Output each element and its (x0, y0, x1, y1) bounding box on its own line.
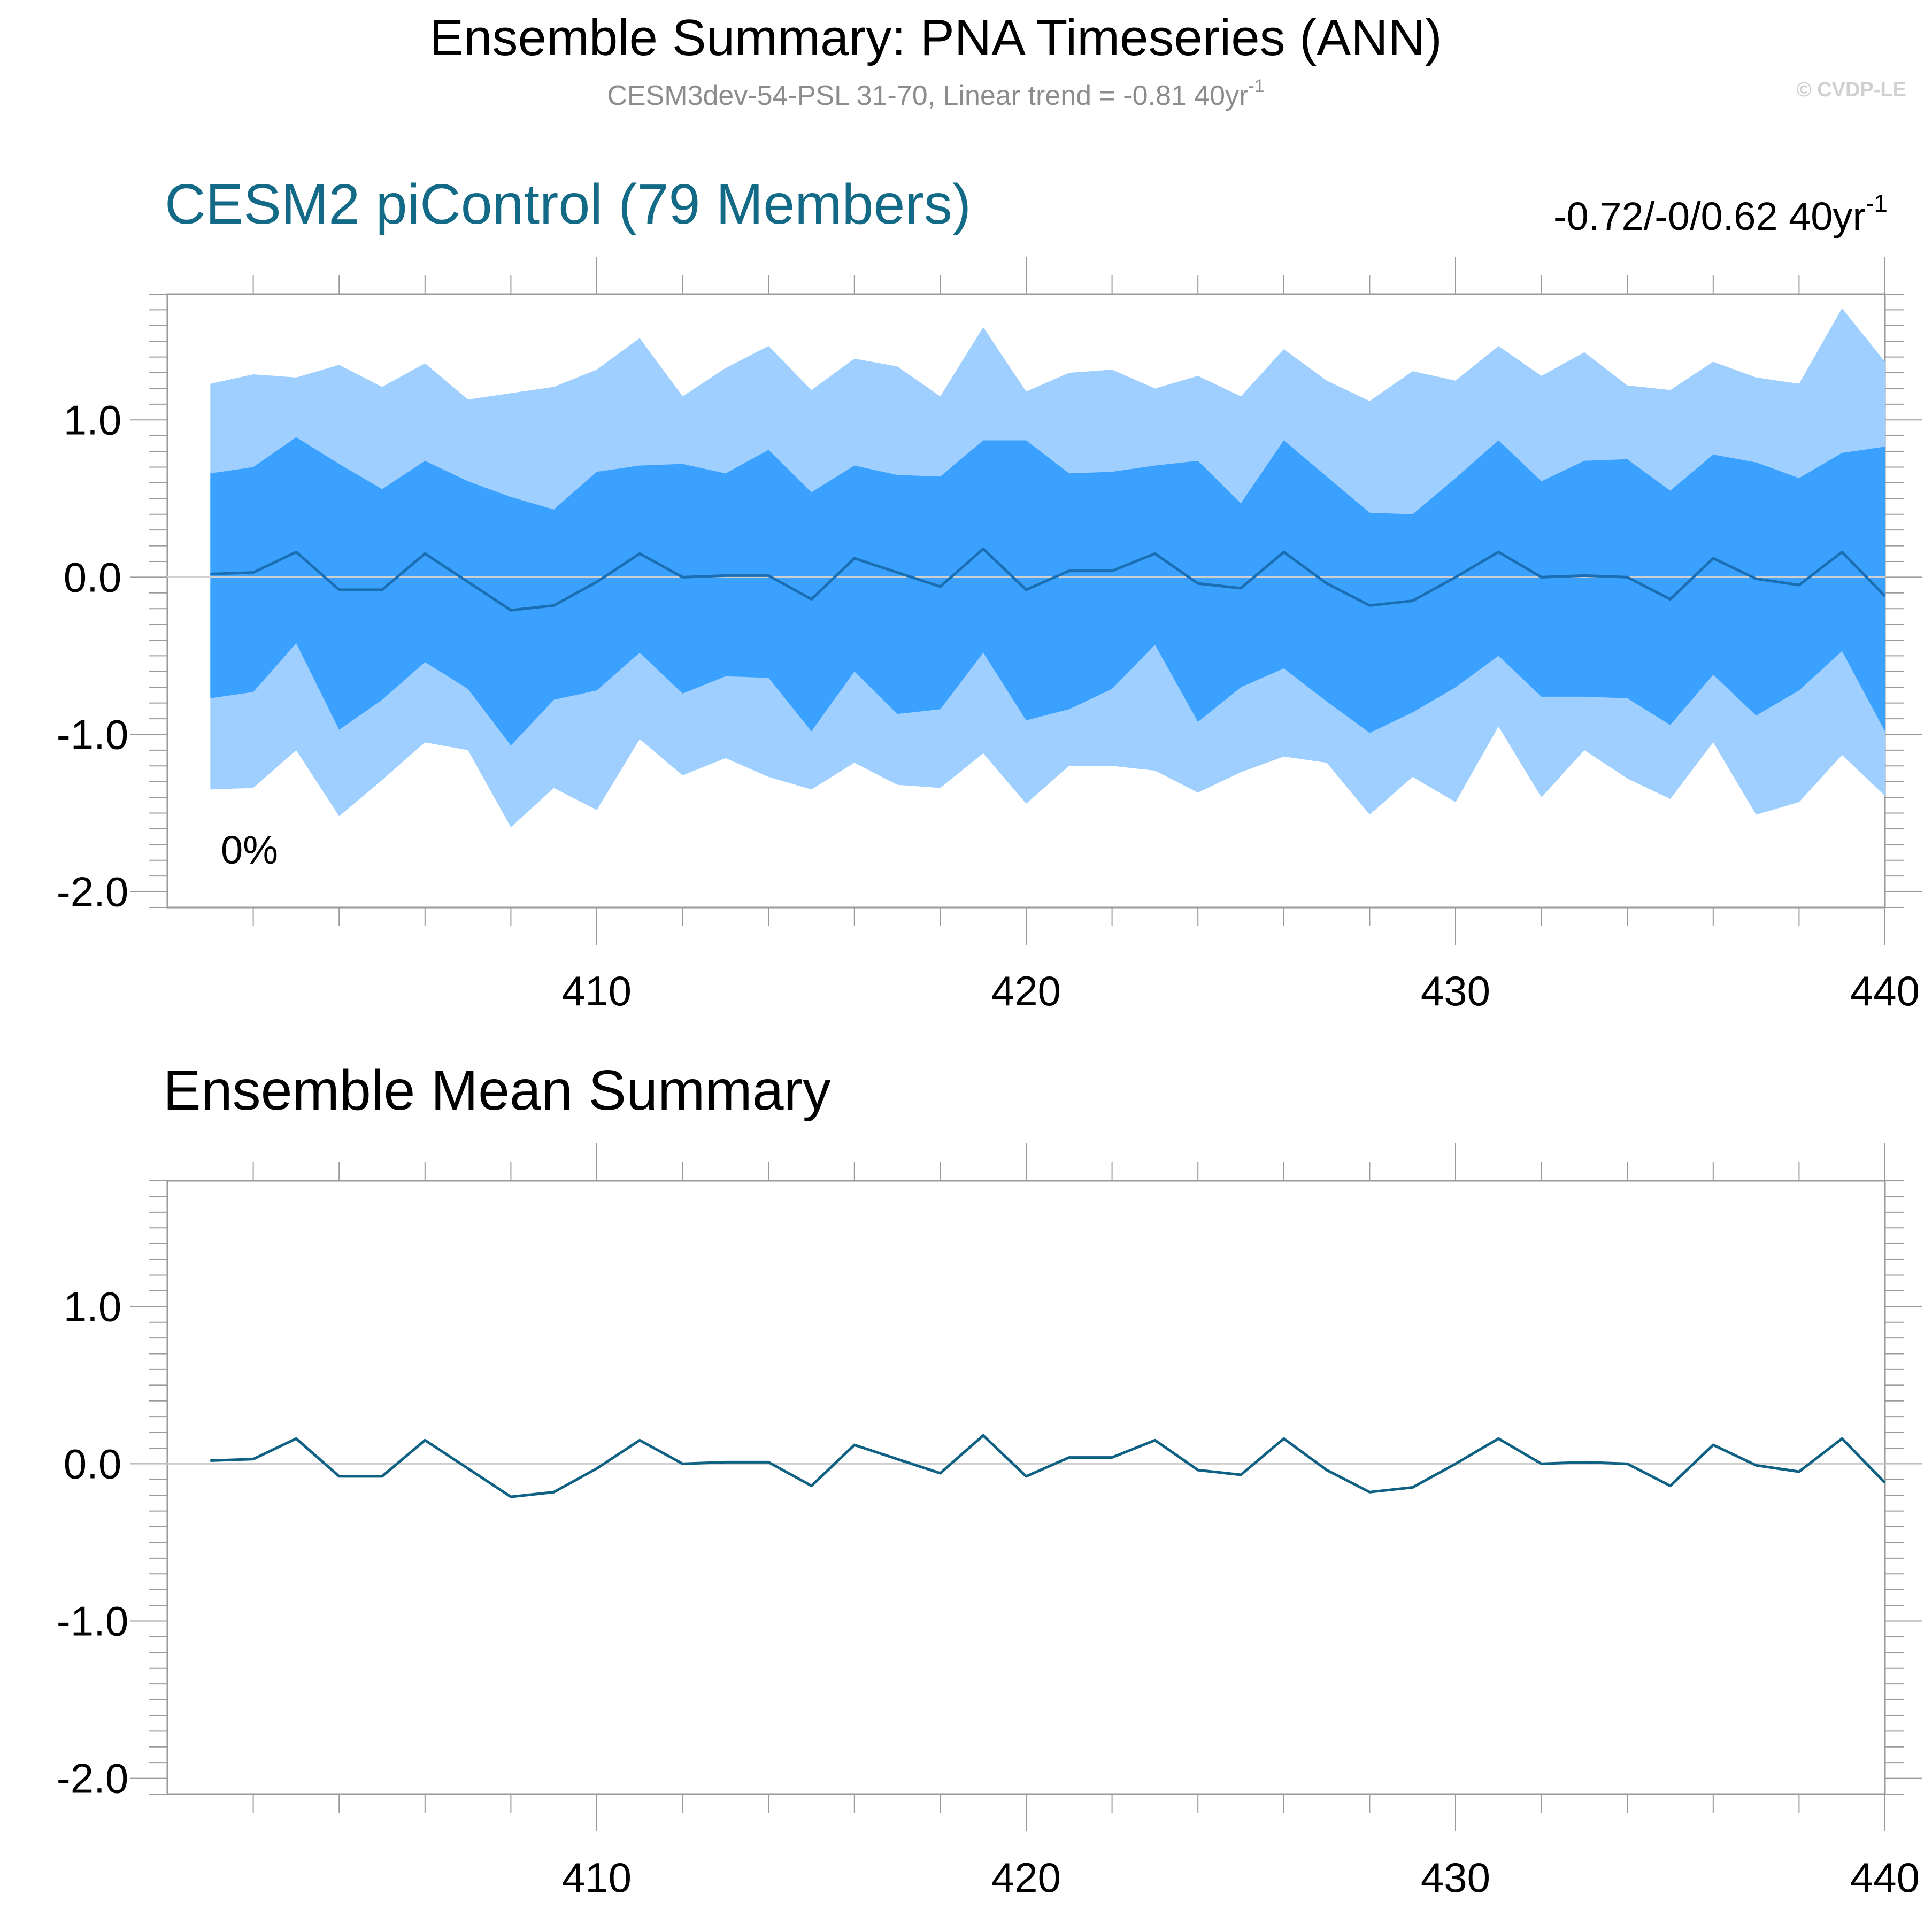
panel-title: CESM2 piControl (79 Members) (165, 173, 971, 236)
figure-subtitle-text: CESM3dev-54-PSL 31-70, Linear trend = -0… (607, 80, 1248, 111)
plot-area: 1.0 0.0 -1.0 -2.0 410 420 430 440 (57, 1143, 1922, 1901)
x-tick-label: 420 (991, 967, 1061, 1014)
x-tick-label: 410 (562, 1854, 632, 1901)
y-tick-label: 0.0 (64, 553, 121, 601)
y-tick-label: 0.0 (64, 1440, 121, 1487)
y-tick-label: -2.0 (57, 868, 128, 915)
panel-title: Ensemble Mean Summary (163, 1059, 831, 1122)
y-tick-label: -1.0 (57, 1597, 128, 1644)
x-tick-label: 410 (562, 967, 632, 1014)
watermark: © CVDP-LE (1797, 79, 1906, 101)
y-tick-label: -1.0 (57, 711, 128, 758)
plot-frame (166, 1180, 1886, 1795)
figure-subtitle-sup: -1 (1248, 76, 1264, 96)
trend-label-text: -0.72/-0/0.62 40yr (1553, 194, 1866, 238)
ensemble-mean-line (210, 547, 1886, 612)
x-tick-label: 430 (1421, 1854, 1490, 1901)
percent-annotation: 0% (221, 828, 278, 872)
ensemble-spread-panel: CESM2 piControl (79 Members) -0.72/-0/0.… (57, 173, 1922, 1014)
x-tick-label: 430 (1421, 967, 1490, 1014)
trend-label-sup: -1 (1866, 189, 1888, 217)
x-tick-label: 440 (1850, 1854, 1920, 1901)
inner-spread-band (210, 437, 1885, 746)
figure-subtitle: CESM3dev-54-PSL 31-70, Linear trend = -0… (607, 76, 1264, 111)
x-tick-label: 420 (991, 1854, 1061, 1901)
ensemble-mean-panel: Ensemble Mean Summary 1.0 0.0 -1.0 -2.0 410 4… (57, 1059, 1922, 1901)
figure-title: Ensemble Summary: PNA Timeseries (ANN) (429, 9, 1442, 66)
ensemble-mean-line (210, 1434, 1886, 1498)
y-tick-label: 1.0 (64, 1283, 121, 1330)
plot-area: 1.0 0.0 -1.0 -2.0 410 420 430 440 (57, 257, 1922, 1014)
x-tick-label: 440 (1850, 967, 1920, 1014)
y-tick-label: 1.0 (64, 396, 121, 443)
trend-label: -0.72/-0/0.62 40yr-1 (1553, 189, 1888, 238)
y-tick-label: -2.0 (57, 1755, 128, 1802)
